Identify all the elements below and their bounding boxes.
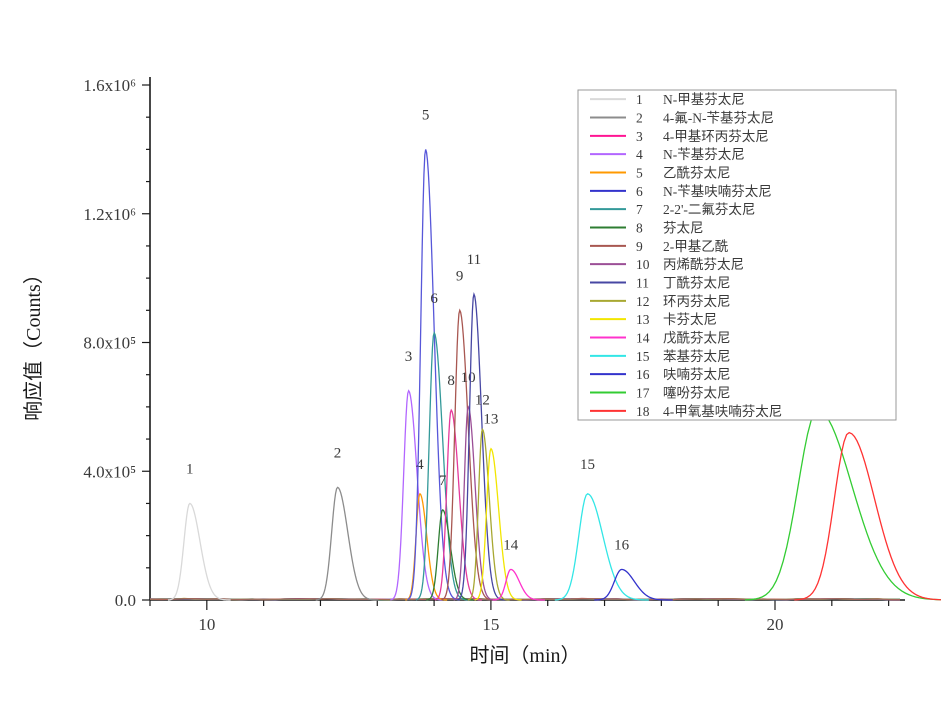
y-tick-label: 1.6x10⁶ xyxy=(83,76,136,95)
legend-number-10: 10 xyxy=(636,257,650,272)
peak-curve-12 xyxy=(468,429,510,600)
peak-curve-1 xyxy=(168,503,231,600)
x-tick-label: 15 xyxy=(482,615,499,634)
legend-compound-name-5: 乙酰芬太尼 xyxy=(663,166,731,181)
peak-label-9: 9 xyxy=(456,268,464,284)
peak-curve-2 xyxy=(316,487,379,600)
peak-curve-17 xyxy=(745,410,941,600)
legend-compound-name-6: N-苄基呋喃芬太尼 xyxy=(663,183,772,199)
legend-number-9: 9 xyxy=(636,239,643,254)
legend-compound-name-8: 芬太尼 xyxy=(663,221,704,236)
legend-compound-name-3: 4-甲基环丙芬太尼 xyxy=(663,128,769,144)
legend-number-1: 1 xyxy=(636,92,643,107)
y-tick-label: 8.0x10⁵ xyxy=(83,334,136,353)
peak-curve-15 xyxy=(555,494,649,600)
legend-compound-name-1: N-甲基芬太尼 xyxy=(663,91,745,107)
legend-compound-name-14: 戊酰芬太尼 xyxy=(663,331,731,346)
legend-compound-name-15: 苯基芬太尼 xyxy=(663,348,731,364)
peak-label-5: 5 xyxy=(422,107,430,123)
peak-label-10: 10 xyxy=(461,370,476,386)
peak-curve-18 xyxy=(794,433,941,600)
legend-number-5: 5 xyxy=(636,166,643,181)
peak-curve-13 xyxy=(475,449,522,600)
peak-label-3: 3 xyxy=(405,349,413,365)
legend-compound-name-17: 噻吩芬太尼 xyxy=(663,385,731,401)
peak-label-1: 1 xyxy=(186,461,194,477)
chart-svg: 0.04.0x10⁵8.0x10⁵1.2x10⁶1.6x10⁶10 15 20响应值… xyxy=(0,0,941,720)
x-tick-label: 10 xyxy=(198,615,215,634)
peak-label-14: 14 xyxy=(503,537,519,553)
peak-label-16: 16 xyxy=(614,537,630,553)
peak-label-7: 7 xyxy=(439,473,447,489)
legend-number-18: 18 xyxy=(636,404,650,419)
peak-curve-16 xyxy=(594,569,672,600)
legend-number-7: 7 xyxy=(636,202,643,217)
peak-label-8: 8 xyxy=(447,373,455,389)
legend-number-17: 17 xyxy=(636,386,650,401)
plot-area: 0.04.0x10⁵8.0x10⁵1.2x10⁶1.6x10⁶10 15 20响应值… xyxy=(22,76,941,667)
legend-number-8: 8 xyxy=(636,221,643,236)
legend-compound-name-16: 呋喃芬太尼 xyxy=(663,367,731,382)
legend-number-16: 16 xyxy=(636,367,650,382)
peak-curve-3 xyxy=(390,391,442,600)
y-axis-title: 响应值（Counts） xyxy=(22,264,45,421)
legend-number-11: 11 xyxy=(636,276,649,291)
legend-compound-name-13: 卡芬太尼 xyxy=(663,312,717,327)
legend-number-3: 3 xyxy=(636,129,643,144)
peak-label-2: 2 xyxy=(334,445,342,461)
y-tick-label: 0.0 xyxy=(115,591,136,610)
legend-number-14: 14 xyxy=(636,331,650,346)
y-tick-label: 1.2x10⁶ xyxy=(83,205,136,224)
legend-number-12: 12 xyxy=(636,294,650,309)
legend-compound-name-9: 2-甲基乙酰 xyxy=(663,238,729,254)
x-axis-title: 时间（min） xyxy=(469,644,580,667)
legend-compound-name-10: 丙烯酰芬太尼 xyxy=(663,257,744,272)
legend-compound-name-4: N-苄基芬太尼 xyxy=(663,146,745,162)
legend-compound-name-18: 4-甲氧基呋喃芬太尼 xyxy=(663,403,782,419)
legend-compound-name-7: 2-2'-二氟芬太尼 xyxy=(663,202,755,217)
x-tick-label: 20 xyxy=(767,615,784,634)
chromatogram-chart: 0.0 4.0x10⁵ 8.0x10⁵ 1.2x10⁶ 1.6x10⁶ 10 15 20 响应值… xyxy=(0,0,941,720)
peak-label-13: 13 xyxy=(483,412,498,428)
peak-label-11: 11 xyxy=(467,252,481,268)
peak-label-6: 6 xyxy=(430,291,438,307)
legend-number-2: 2 xyxy=(636,111,643,126)
legend-compound-name-12: 环丙芬太尼 xyxy=(663,294,731,309)
legend-number-15: 15 xyxy=(636,349,650,364)
peak-label-15: 15 xyxy=(580,457,595,473)
peak-label-12: 12 xyxy=(475,392,490,408)
legend-compound-name-2: 4-氟-N-苄基芬太尼 xyxy=(663,110,774,126)
legend-number-4: 4 xyxy=(636,147,643,162)
legend-number-6: 6 xyxy=(636,184,643,199)
legend-compound-name-11: 丁酰芬太尼 xyxy=(663,276,731,291)
legend-number-13: 13 xyxy=(636,312,650,327)
y-tick-label: 4.0x10⁵ xyxy=(83,462,136,481)
